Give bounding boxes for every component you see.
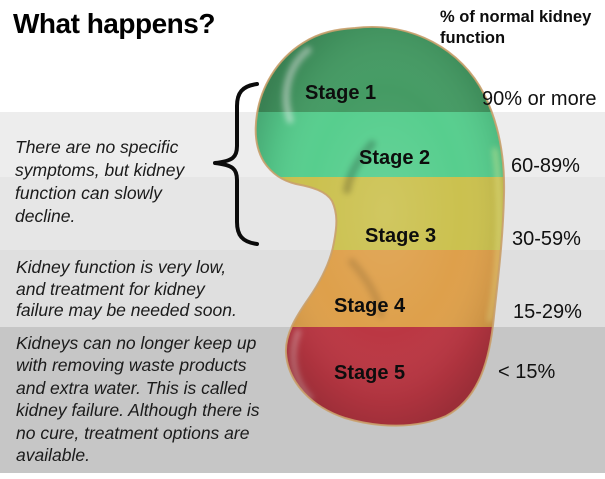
stage-3-range: 30-59% [512,228,581,250]
percent-function-header: % of normal kidney function [440,8,592,47]
stage-2-label: Stage 2 [359,147,431,169]
bg-band-footer [0,473,605,479]
stage-5-label: Stage 5 [334,362,406,384]
stage-5-range: < 15% [498,361,556,383]
brace-stages-1-3 [213,82,259,246]
stage-4-range: 15-29% [513,301,582,323]
page-title: What happens? [13,8,215,39]
note-stages-1-3: There are no specific symptoms, but kidn… [15,137,185,226]
stage-1-range: 90% or more [482,88,597,110]
stage-2-range: 60-89% [511,155,580,177]
stage-4-label: Stage 4 [334,295,406,317]
stage-3-label: Stage 3 [365,225,437,247]
note-stage-4: Kidney function is very low, and treatme… [16,257,237,320]
kidney-outline [254,26,506,427]
note-stage-5: Kidneys can no longer keep up with remov… [16,333,260,466]
stage-1-label: Stage 1 [305,82,377,104]
